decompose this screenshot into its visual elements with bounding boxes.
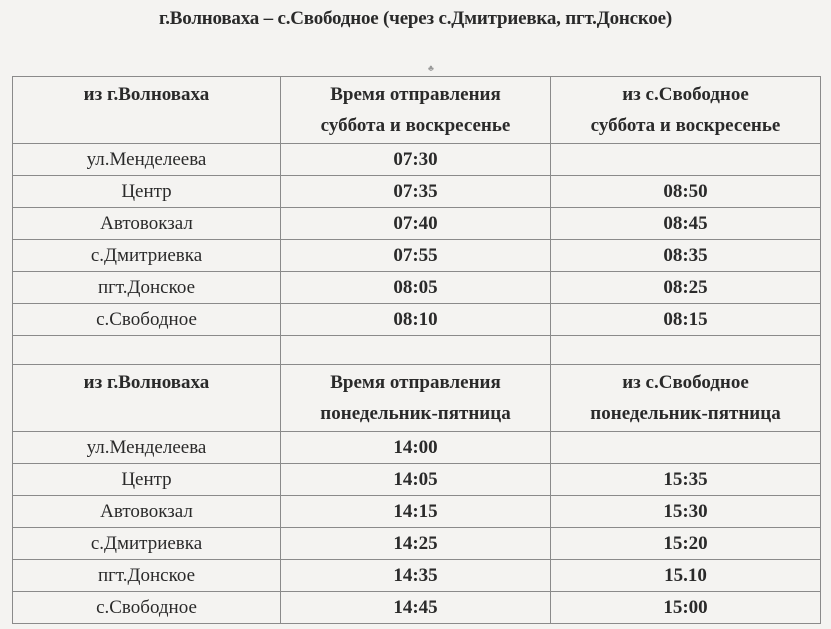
departure-time: 08:50 [550, 175, 821, 208]
column-header: из с.Свободное суббота и воскресенье [550, 76, 821, 144]
departure-time: 08:05 [280, 271, 551, 304]
stop-name: с.Свободное [12, 303, 281, 336]
table-row: с.Дмитриевка 07:55 08:35 [12, 239, 821, 272]
schedule-table: из г.Волноваха Время отправления суббота и… [12, 76, 821, 624]
stop-name: пгт.Донское [12, 271, 281, 304]
departure-time: 15:35 [550, 463, 821, 496]
table-row: ул.Менделеева 14:00 [12, 431, 821, 464]
departure-time: 14:25 [280, 527, 551, 560]
departure-time: 08:15 [550, 303, 821, 336]
table-row: с.Свободное 14:45 15:00 [12, 591, 821, 624]
table-row: Автовокзал 07:40 08:45 [12, 207, 821, 240]
header-line: понедельник-пятница [320, 403, 511, 424]
departure-time: 14:45 [280, 591, 551, 624]
departure-time: 14:00 [280, 431, 551, 464]
scan-mark-icon: ♣ [428, 63, 434, 73]
departure-time [550, 431, 821, 464]
column-header: Время отправления суббота и воскресенье [280, 76, 551, 144]
departure-time: 07:55 [280, 239, 551, 272]
departure-time: 08:10 [280, 303, 551, 336]
stop-name: с.Дмитриевка [12, 527, 281, 560]
departure-time: 14:15 [280, 495, 551, 528]
table-row: ул.Менделеева 07:30 [12, 143, 821, 176]
stop-name: с.Дмитриевка [12, 239, 281, 272]
departure-time: 15.10 [550, 559, 821, 592]
departure-time: 07:40 [280, 207, 551, 240]
departure-time: 15:20 [550, 527, 821, 560]
header-line: из г.Волноваха [83, 84, 210, 105]
departure-time: 08:45 [550, 207, 821, 240]
header-line: из г.Волноваха [83, 372, 210, 393]
empty-cell [550, 335, 821, 365]
departure-time [550, 143, 821, 176]
stop-name: с.Свободное [12, 591, 281, 624]
table-row: с.Дмитриевка 14:25 15:20 [12, 527, 821, 560]
departure-time: 08:25 [550, 271, 821, 304]
header-line: из с.Свободное [622, 372, 749, 393]
header-line: понедельник-пятница [590, 403, 781, 424]
stop-name: ул.Менделеева [12, 431, 281, 464]
empty-cell [280, 335, 551, 365]
column-header: из г.Волноваха [12, 364, 281, 432]
document-title: г.Волноваха – с.Свободное (через с.Дмитр… [158, 8, 673, 29]
stop-name: ул.Менделеева [12, 143, 281, 176]
table-row: Центр 14:05 15:35 [12, 463, 821, 496]
departure-time: 14:05 [280, 463, 551, 496]
spacer-row [12, 335, 821, 365]
stop-name: пгт.Донское [12, 559, 281, 592]
stop-name: Центр [12, 175, 281, 208]
header-row: из г.Волноваха Время отправления суббота и… [12, 76, 821, 144]
column-header: из г.Волноваха [12, 76, 281, 144]
header-row: из г.Волноваха Время отправления понедельн… [12, 364, 821, 432]
empty-cell [12, 335, 281, 365]
header-line: суббота и воскресенье [320, 115, 511, 136]
table-row: пгт.Донское 08:05 08:25 [12, 271, 821, 304]
stop-name: Автовокзал [12, 207, 281, 240]
table-row: Автовокзал 14:15 15:30 [12, 495, 821, 528]
column-header: из с.Свободное понедельник-пятница [550, 364, 821, 432]
table-row: с.Свободное 08:10 08:15 [12, 303, 821, 336]
departure-time: 07:35 [280, 175, 551, 208]
column-header: Время отправления понедельник-пятница [280, 364, 551, 432]
departure-time: 07:30 [280, 143, 551, 176]
departure-time: 14:35 [280, 559, 551, 592]
table-row: пгт.Донское 14:35 15.10 [12, 559, 821, 592]
departure-time: 15:00 [550, 591, 821, 624]
stop-name: Автовокзал [12, 495, 281, 528]
departure-time: 08:35 [550, 239, 821, 272]
header-line: суббота и воскресенье [590, 115, 781, 136]
table-row: Центр 07:35 08:50 [12, 175, 821, 208]
header-line: из с.Свободное [622, 84, 749, 105]
departure-time: 15:30 [550, 495, 821, 528]
header-line: Время отправления [330, 372, 501, 393]
stop-name: Центр [12, 463, 281, 496]
header-line: Время отправления [330, 84, 501, 105]
